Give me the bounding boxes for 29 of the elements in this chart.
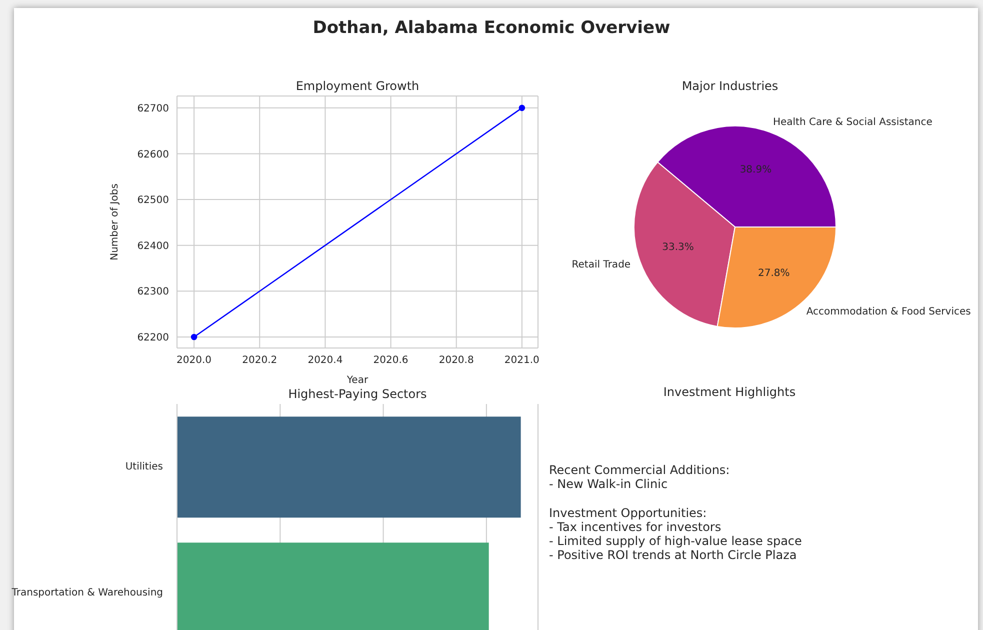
- chart-title: Employment Growth: [294, 79, 420, 93]
- y-tick-label: 62700: [137, 103, 169, 114]
- data-label: 27.8%: [758, 268, 790, 279]
- text: Investment Highlights: [662, 385, 797, 399]
- x-tick-label: 2020.8: [438, 355, 474, 366]
- x-axis-title: Year: [346, 375, 369, 386]
- y-tick-label: Utilities: [125, 462, 163, 472]
- y-tick-label: 62200: [137, 332, 169, 344]
- slice-label: Retail Trade: [572, 259, 631, 270]
- slice-label: Accommodation & Food Services: [806, 306, 971, 318]
- data-label: 38.9%: [740, 164, 772, 176]
- y-tick-label: 62500: [137, 195, 169, 206]
- y-tick-label: 62300: [137, 286, 169, 298]
- y-axis-title: Number of Jobs: [110, 184, 121, 260]
- chart-title: Major Industries: [680, 79, 780, 93]
- data-label: 33.3%: [662, 242, 694, 254]
- x-tick-label: 2020.2: [242, 355, 278, 366]
- y-tick-label: 62600: [137, 149, 169, 160]
- y-tick-label: Transportation & Warehousing: [10, 588, 163, 598]
- x-tick-label: 2020.6: [373, 355, 408, 366]
- text: Dothan, Alabama Economic Overview: [312, 18, 672, 38]
- text: Investment Opportunities: - Tax incentives for investors - Limited supply of high-value lease space - Positive ROI trends at North Circle Plaza: [549, 506, 803, 563]
- text: Recent Commercial Additions: - New Walk-in Clinic: [549, 463, 731, 492]
- y-tick-label: 62400: [137, 240, 169, 252]
- x-tick-label: 2020.0: [176, 355, 212, 366]
- x-tick-label: 2020.4: [308, 355, 343, 366]
- x-tick-label: 2021.0: [504, 355, 540, 366]
- chart-title: Highest-Paying Sectors: [287, 387, 428, 401]
- slice-label: Health Care & Social Assistance: [772, 117, 932, 128]
